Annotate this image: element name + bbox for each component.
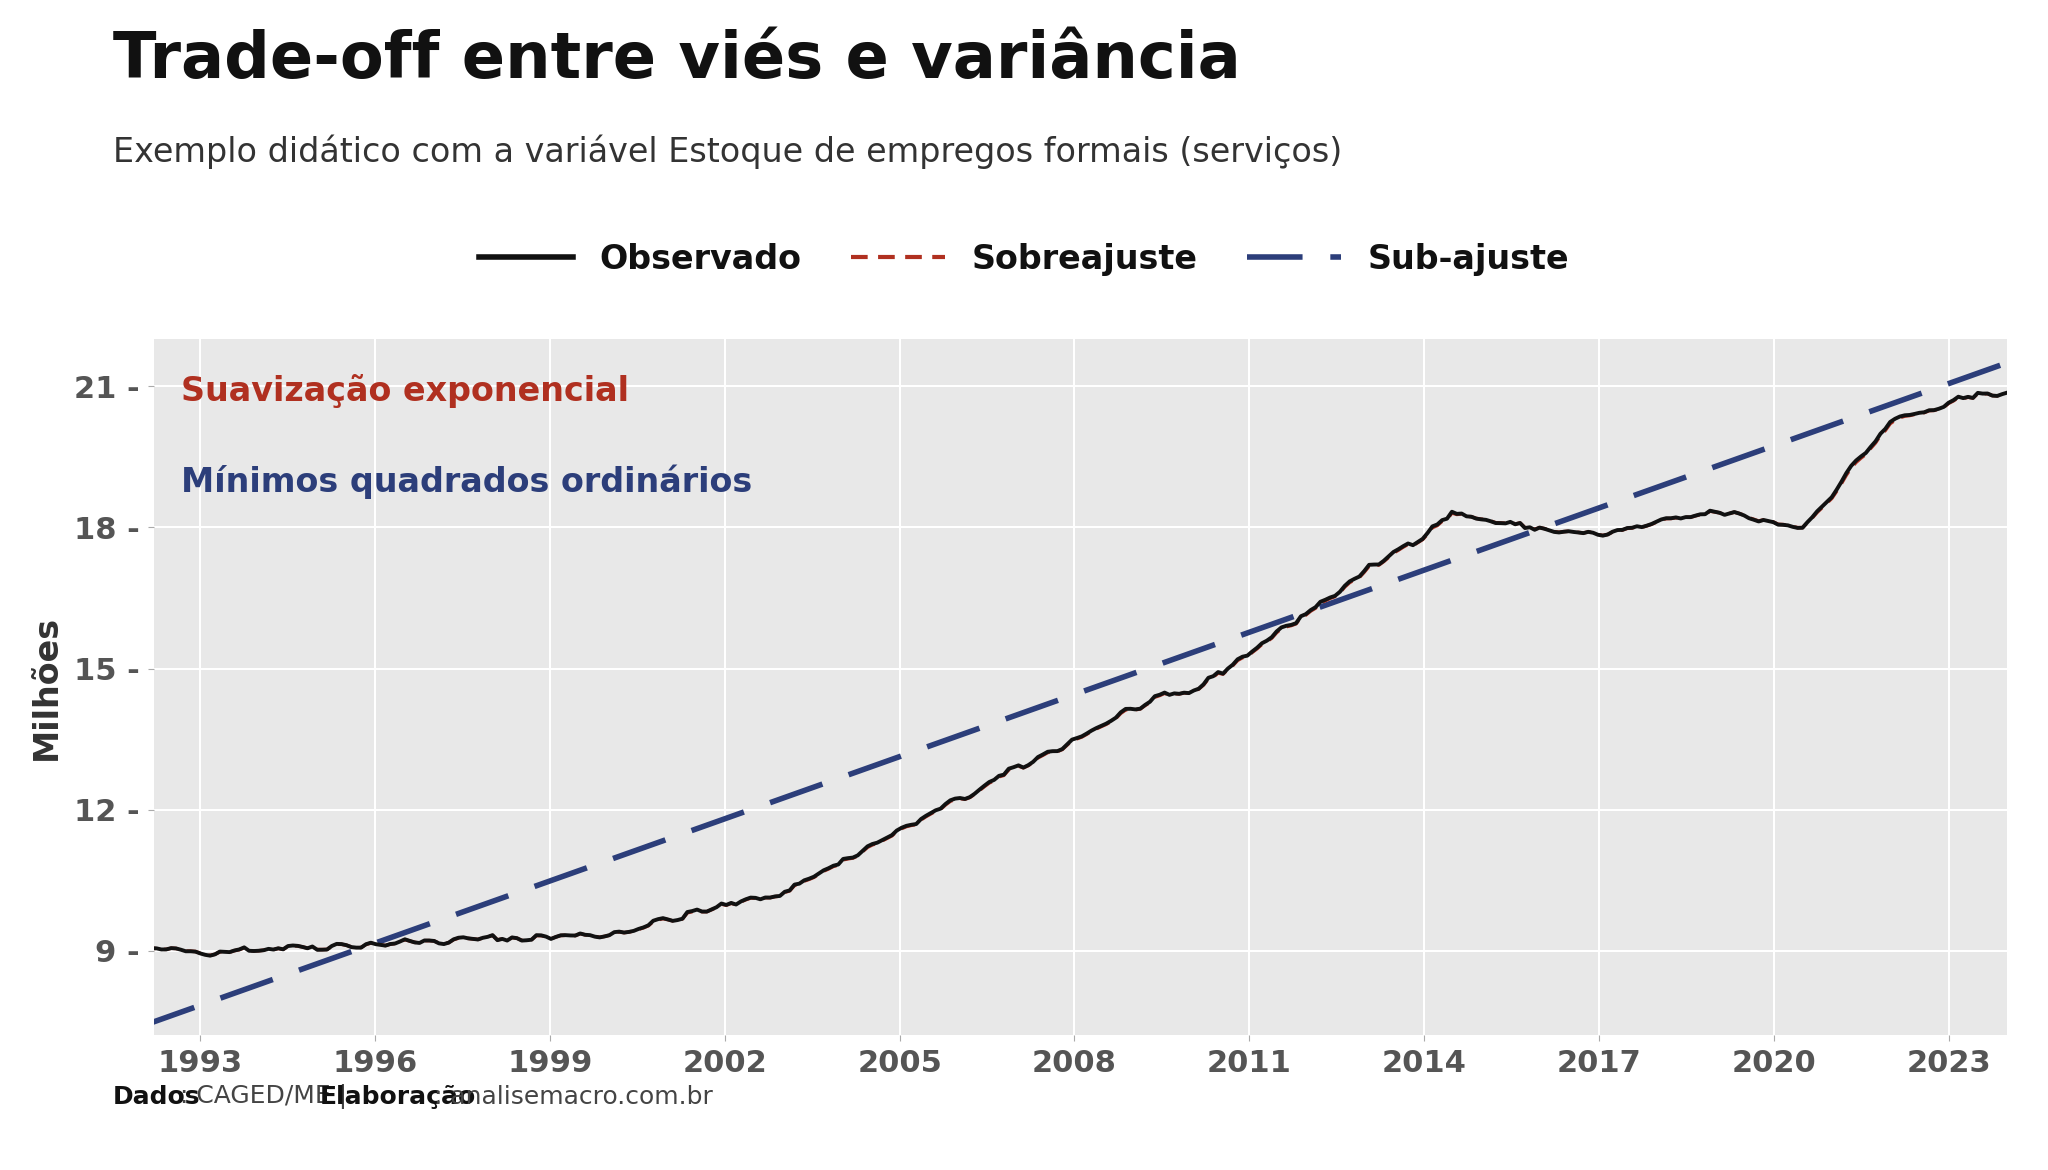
Line: Observado: Observado (141, 393, 2007, 956)
Text: Mínimos quadrados ordinários: Mínimos quadrados ordinários (182, 464, 754, 500)
Sub-ajuste (1458, 546, 1483, 560)
Observado (1985, 388, 2009, 402)
Sobreajuste (129, 943, 154, 957)
Observado (1094, 717, 1118, 731)
Text: Exemplo didático com a variável Estoque de empregos formais (serviços): Exemplo didático com a variável Estoque … (113, 135, 1341, 168)
Sub-ajuste (1995, 356, 2019, 370)
Sub-ajuste (129, 1019, 154, 1033)
Text: Elaboração: Elaboração (319, 1085, 475, 1109)
Sub-ajuste (193, 997, 217, 1011)
Y-axis label: Milhões: Milhões (31, 614, 63, 760)
Sub-ajuste (1980, 362, 2005, 376)
Text: : analisemacro.com.br: : analisemacro.com.br (434, 1085, 713, 1109)
Text: Trade-off entre viés e variância: Trade-off entre viés e variância (113, 29, 1241, 91)
Observado (129, 943, 154, 957)
Line: Sobreajuste: Sobreajuste (141, 393, 2007, 956)
Observado (1741, 512, 1765, 526)
Observado (256, 942, 281, 956)
Sub-ajuste (252, 976, 276, 990)
Observado (1995, 386, 2019, 400)
Observado (193, 948, 217, 962)
Sobreajuste (1985, 388, 2009, 402)
Observado (1464, 511, 1489, 525)
Sobreajuste (193, 948, 217, 962)
Sobreajuste (1464, 511, 1489, 525)
Legend: Observado, Sobreajuste, Sub-ajuste: Observado, Sobreajuste, Sub-ajuste (465, 229, 1583, 289)
Sobreajuste (256, 942, 281, 956)
Sub-ajuste (1737, 448, 1761, 462)
Text: Dados: Dados (113, 1085, 201, 1109)
Observado (199, 949, 223, 963)
Text: Suavização exponencial: Suavização exponencial (182, 374, 629, 408)
Sobreajuste (1995, 386, 2019, 400)
Sobreajuste (1094, 717, 1118, 731)
Line: Sub-ajuste: Sub-ajuste (141, 363, 2007, 1026)
Text: : CAGED/ME |: : CAGED/ME | (180, 1085, 356, 1109)
Sub-ajuste (1090, 677, 1114, 691)
Sobreajuste (199, 949, 223, 963)
Sobreajuste (1741, 512, 1765, 526)
